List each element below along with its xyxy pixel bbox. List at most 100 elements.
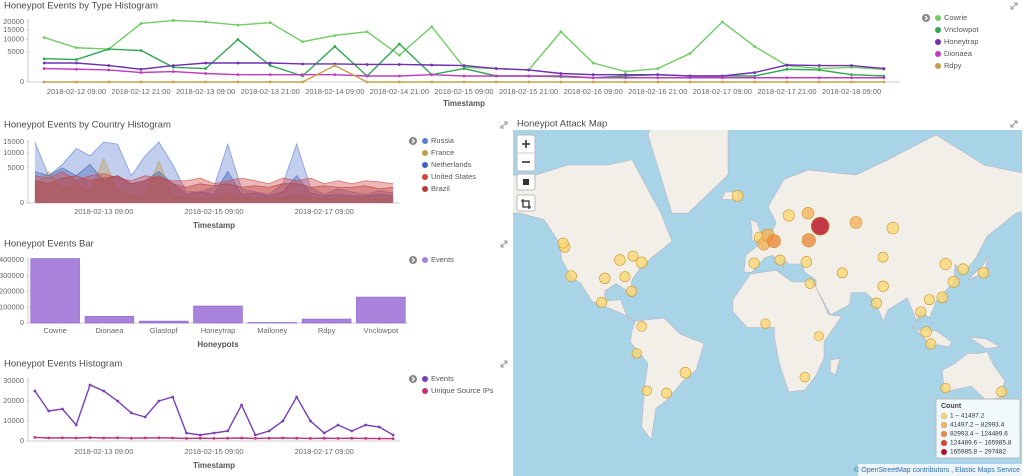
legend-label[interactable]: Vnclowpot	[944, 25, 980, 34]
map-bubble[interactable]	[774, 254, 786, 266]
data-point	[75, 80, 78, 84]
map-bubble[interactable]	[731, 189, 744, 202]
map-bubble[interactable]	[599, 272, 611, 284]
legend-label[interactable]: United States	[431, 172, 476, 181]
map-bubble[interactable]	[782, 209, 795, 222]
data-point	[301, 40, 304, 44]
map-bubble[interactable]	[920, 326, 932, 338]
series-line	[34, 157, 394, 199]
expand-icon[interactable]	[1010, 120, 1018, 128]
map-bubble[interactable]	[800, 256, 813, 268]
legend-swatch[interactable]	[935, 63, 941, 69]
map-bubble[interactable]	[631, 348, 642, 359]
legend-label[interactable]: Events	[431, 255, 454, 264]
map-bubble[interactable]	[748, 257, 760, 269]
map-bubble[interactable]	[565, 270, 577, 282]
map-bubble[interactable]	[801, 206, 815, 220]
zoom-in[interactable]	[522, 140, 530, 148]
legend-swatch[interactable]	[422, 150, 428, 156]
map-bubble[interactable]	[626, 285, 638, 297]
legend-label[interactable]: Dionaea	[944, 49, 973, 58]
map-bubble[interactable]	[766, 234, 781, 249]
map-bubble[interactable]	[799, 371, 811, 383]
legend-swatch[interactable]	[422, 376, 428, 382]
data-point	[171, 64, 175, 67]
chart: Honeypot Events Histogram 0 10000 20000 3000…	[3, 359, 494, 471]
legend-swatch[interactable]	[422, 174, 428, 180]
map-bubble[interactable]	[915, 306, 927, 318]
map-bubble[interactable]	[849, 216, 863, 229]
map-bubble[interactable]	[614, 254, 626, 266]
map-bubble[interactable]	[977, 267, 990, 279]
map-bubble[interactable]	[627, 250, 639, 262]
legend-label[interactable]: Netherlands	[431, 160, 472, 169]
map-bubble[interactable]	[936, 291, 949, 304]
map-bubble[interactable]	[871, 297, 882, 309]
map-bubble[interactable]	[940, 382, 951, 394]
attribution[interactable]: © OpenStreetMap contributors , Elastic M…	[854, 466, 1020, 474]
map-bubble[interactable]	[635, 256, 648, 269]
series-line	[34, 141, 394, 195]
expand-icon[interactable]	[500, 360, 508, 368]
data-point	[74, 423, 78, 427]
legend-label[interactable]: Brazil	[431, 184, 450, 193]
data-point	[236, 38, 240, 41]
map-bubble[interactable]	[813, 331, 824, 342]
legend-label[interactable]: Events	[431, 374, 454, 383]
legend-swatch[interactable]	[935, 15, 941, 21]
legend-label[interactable]: Honeytrap	[944, 37, 979, 46]
data-point	[116, 399, 119, 403]
map-bubble[interactable]	[804, 278, 816, 289]
map[interactable]	[496, 90, 1024, 476]
legend-label[interactable]: Unique Source IPs	[431, 386, 494, 395]
legend-swatch[interactable]	[935, 27, 941, 33]
data-point	[377, 437, 381, 440]
map-bubble[interactable]	[957, 263, 969, 275]
data-point	[688, 52, 692, 55]
legend-label[interactable]: France	[431, 148, 454, 157]
map-bubble[interactable]	[619, 271, 631, 283]
legend-swatch[interactable]	[422, 162, 428, 168]
data-point	[88, 436, 92, 439]
map-bubble[interactable]	[810, 216, 830, 236]
map-bubble[interactable]	[925, 338, 937, 350]
expand-icon[interactable]	[500, 240, 508, 248]
map-bubble[interactable]	[886, 222, 899, 235]
legend-toggle[interactable]	[409, 137, 417, 145]
expand-icon[interactable]	[500, 121, 508, 129]
legend-toggle[interactable]	[409, 375, 417, 383]
legend-label[interactable]: Russia	[431, 136, 455, 145]
map-bubble[interactable]	[801, 233, 816, 248]
land	[942, 351, 1006, 401]
expand-icon[interactable]	[1010, 2, 1018, 10]
legend-swatch[interactable]	[422, 388, 428, 394]
legend-label[interactable]: Cowrie	[944, 13, 967, 22]
legend-swatch[interactable]	[422, 257, 428, 263]
map-bubble[interactable]	[836, 267, 848, 279]
map-bubble[interactable]	[596, 296, 608, 308]
map-bubble[interactable]	[947, 275, 960, 288]
legend-toggle[interactable]	[409, 256, 417, 264]
map-bubble[interactable]	[679, 366, 692, 379]
draw-rectangle[interactable]	[523, 179, 529, 185]
data-point	[107, 47, 111, 51]
legend-toggle[interactable]	[922, 14, 930, 22]
map-bubble[interactable]	[760, 318, 771, 329]
map-bubble[interactable]	[939, 258, 952, 271]
map-bubble[interactable]	[641, 385, 653, 396]
map-bubble[interactable]	[636, 321, 647, 332]
map-bubble[interactable]	[923, 294, 935, 306]
fit-bounds[interactable]	[521, 199, 531, 209]
map-bubble[interactable]	[996, 386, 1008, 398]
legend-swatch[interactable]	[935, 51, 941, 57]
land	[830, 357, 841, 376]
legend-label[interactable]: Rdpy	[944, 61, 962, 70]
map-bubble[interactable]	[661, 387, 672, 399]
map-bubble[interactable]	[877, 251, 889, 263]
data-point	[143, 436, 147, 440]
legend-swatch[interactable]	[422, 138, 428, 144]
map-bubble[interactable]	[877, 280, 889, 292]
legend-swatch[interactable]	[422, 186, 428, 192]
map-bubble[interactable]	[557, 237, 569, 249]
legend-swatch[interactable]	[935, 39, 941, 45]
